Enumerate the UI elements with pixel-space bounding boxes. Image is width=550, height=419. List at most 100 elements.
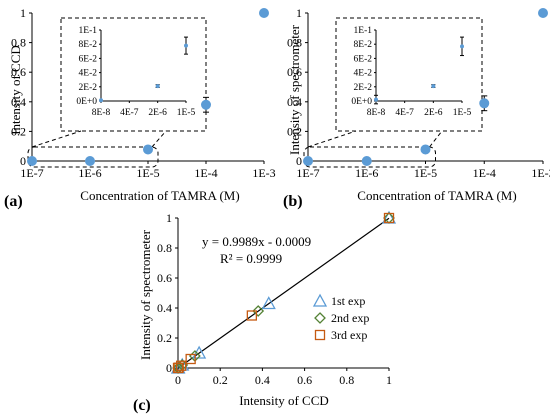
- y-tick-label-b: 0.6: [287, 65, 302, 79]
- y-tick-label-a: 1: [20, 6, 26, 20]
- x-tick-label-a: 1E-7: [20, 166, 43, 180]
- y-tick-label-c: 0.4: [157, 301, 172, 315]
- x-tick-label-c: 1: [386, 373, 392, 387]
- inset-b: 0E+0 2E-2 4E-2 6E-2 8E-2 1E-1 8E-8 4E-7 2E-6 1E-5: [351, 26, 471, 118]
- y-tick-label-a: 0.8: [11, 36, 26, 50]
- inset-y-tick-label-b: 0E+0: [351, 97, 372, 107]
- legend-label-diamond: 2nd exp: [331, 311, 369, 325]
- inset-y-tick-label-b: 8E-2: [354, 40, 373, 50]
- x-tick-label-c: 0: [175, 373, 181, 387]
- inset-x-tick-label-a: 8E-8: [92, 108, 111, 118]
- inset-y-tick-label-a: 4E-2: [79, 69, 98, 79]
- x-tick-label-b: 1E-3: [531, 166, 550, 180]
- y-tick-label-b: 1: [296, 6, 302, 20]
- inset-data-point-a: [155, 84, 160, 89]
- y-tick-label-c: 0.8: [157, 241, 172, 255]
- marks-a: [27, 8, 269, 166]
- connector-right-a: [151, 130, 167, 148]
- x-tick-label-a: 1E-5: [136, 166, 159, 180]
- x-tick-label-c: 0.8: [339, 373, 354, 387]
- x-axis-label-c: Intensity of CCD: [239, 393, 329, 408]
- inset-y-tick-label-b: 1E-1: [354, 26, 373, 36]
- x-tick-label-c: 0.6: [297, 373, 312, 387]
- legend-label-square: 3rd exp: [331, 328, 367, 342]
- x-axis-label-a: Concentration of TAMRA (M): [80, 188, 239, 203]
- inset-y-tick-label-b: 4E-2: [354, 69, 373, 79]
- y-tick-label-c: 1: [166, 211, 172, 225]
- data-point-c-square: [185, 353, 196, 365]
- inset-x-tick-label-a: 4E-7: [120, 108, 139, 118]
- inset-y-tick-label-a: 2E-2: [79, 83, 98, 93]
- inset-frame-a: [60, 17, 207, 132]
- inset-data-point-a: [184, 43, 188, 48]
- data-point-c-square: [383, 212, 395, 224]
- x-tick-label-a: 1E-4: [194, 166, 217, 180]
- chart-panel-b: 0 0.2 0.4 0.6 0.8 1 1E-7 1E-6 1E-5 1E-4 1E-3 Conce…: [287, 6, 550, 203]
- panel-label-b: (b): [283, 193, 303, 210]
- x-tick-label-c: 0.2: [213, 373, 228, 387]
- x-tick-label-a: 1E-3: [252, 166, 275, 180]
- data-point-b: [303, 156, 313, 166]
- legend-marker-diamond: [314, 312, 326, 324]
- legend-marker-square: [314, 329, 326, 341]
- chart-panel-c: 0 0.2 0.4 0.6 0.8 1 0 0.2 0.4 0.6 0.8 1 Intensity o…: [138, 210, 397, 408]
- y-tick-label-a: 0: [20, 154, 26, 168]
- inset-data-point-b: [374, 97, 378, 102]
- data-point-b: [420, 144, 431, 155]
- panel-label-a: (a): [4, 193, 23, 210]
- data-point-a: [259, 8, 269, 18]
- chart-panel-a: 0 0.2 0.4 0.6 0.8 1 1E-7 1E-6 1E-5 1E-4 1E-3 Conce…: [8, 6, 276, 203]
- inset-x-tick-label-b: 4E-7: [395, 108, 414, 118]
- marks-c: [170, 210, 397, 374]
- data-point-b: [479, 98, 490, 109]
- inset-data-point-b: [460, 44, 464, 49]
- x-axis-label-b: Concentration of TAMRA (M): [357, 188, 516, 203]
- inset-a: 0E+0 2E-2 4E-2 6E-2 8E-2 1E-1 8E-8 4E-7 2E-6 1E-5: [76, 26, 195, 118]
- y-tick-label-a: 0.2: [11, 124, 26, 138]
- legend-label-triangle: 1st exp: [331, 294, 365, 308]
- inset-y-tick-label-b: 6E-2: [354, 54, 373, 64]
- data-point-a: [27, 156, 37, 166]
- data-point-c-diamond: [252, 305, 265, 317]
- trendline: [177, 217, 390, 369]
- zoom-box-b: [303, 146, 436, 168]
- x-tick-label-c: 0.4: [255, 373, 270, 387]
- inset-x-tick-label-b: 1E-5: [453, 108, 472, 118]
- connector-right-b: [429, 130, 443, 148]
- connector-left-a: [31, 130, 82, 148]
- zoom-box-a: [27, 146, 159, 168]
- data-point-a: [201, 99, 211, 110]
- inset-y-tick-label-a: 1E-1: [79, 26, 98, 36]
- inset-y-tick-label-b: 2E-2: [354, 83, 373, 93]
- inset-y-tick-label-a: 0E+0: [76, 97, 97, 107]
- data-point-b: [538, 8, 548, 18]
- data-point-c-square: [246, 310, 258, 321]
- panel-label-c: (c): [133, 397, 151, 414]
- inset-y-tick-label-a: 8E-2: [79, 40, 98, 50]
- inset-data-point-b: [431, 84, 436, 89]
- x-tick-label-b: 1E-5: [414, 166, 437, 180]
- inset-x-tick-label-b: 2E-6: [424, 108, 443, 118]
- y-axis-label-c: Intensity of spectrometer: [138, 229, 153, 360]
- legend-c: 1st exp 2nd exp 3rd exp: [312, 293, 369, 342]
- y-tick-label-b: 0: [296, 154, 302, 168]
- y-tick-label-c: 0.6: [157, 271, 172, 285]
- data-point-a: [143, 144, 153, 155]
- marks-b: [303, 8, 548, 166]
- inset-y-tick-label-a: 6E-2: [79, 54, 98, 64]
- data-point-b: [361, 156, 372, 166]
- x-tick-label-a: 1E-6: [78, 166, 101, 180]
- y-tick-label-b: 0.2: [287, 124, 302, 138]
- y-tick-label-a: 0.4: [11, 95, 26, 109]
- data-point-c-triangle: [261, 296, 276, 310]
- y-tick-label-a: 0.6: [11, 65, 26, 79]
- inset-x-tick-label-a: 1E-5: [177, 108, 196, 118]
- data-point-c-square: [173, 362, 184, 373]
- y-tick-label-c: 0.2: [157, 331, 172, 345]
- x-tick-label-b: 1E-7: [296, 166, 319, 180]
- inset-frame-b: [335, 17, 483, 132]
- y-tick-label-b: 0.8: [287, 36, 302, 50]
- trendline-equation: y = 0.9989x - 0.0009: [202, 234, 311, 249]
- inset-x-tick-label-a: 2E-6: [148, 108, 167, 118]
